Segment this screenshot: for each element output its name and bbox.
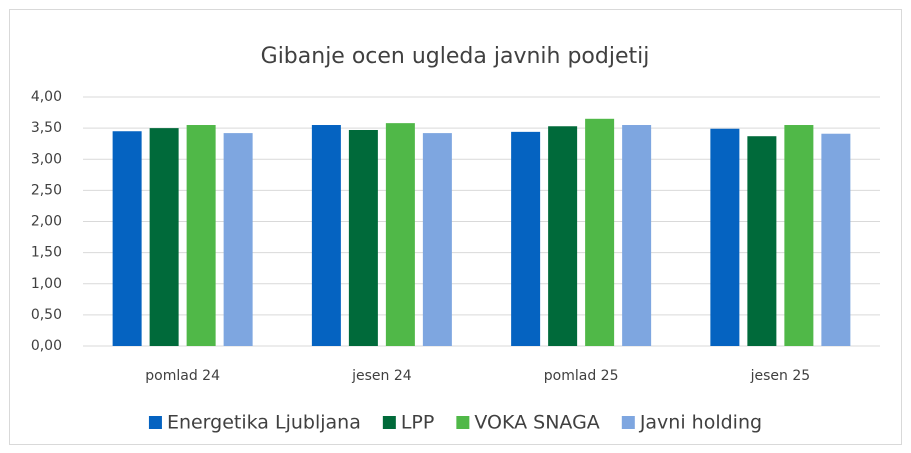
y-tick-label: 2,00: [31, 214, 62, 230]
bar: [622, 125, 652, 346]
legend-label: Javni holding: [639, 412, 762, 434]
legend-swatch: [148, 416, 162, 429]
bar: [422, 133, 452, 346]
bar: [311, 125, 341, 346]
x-tick-label: jesen 25: [750, 368, 811, 384]
bar: [784, 125, 814, 346]
y-tick-label: 2,50: [31, 182, 62, 198]
x-tick-label: pomlad 25: [544, 368, 619, 384]
x-tick-label: pomlad 24: [145, 368, 220, 384]
y-tick-label: 4,00: [31, 89, 62, 105]
bar: [548, 126, 578, 346]
bar: [112, 131, 142, 346]
bar: [747, 136, 777, 346]
y-tick-label: 1,50: [31, 245, 62, 261]
bar: [186, 125, 216, 346]
legend-swatch: [382, 416, 396, 429]
bar: [385, 123, 415, 347]
bar: [348, 129, 378, 346]
legend-swatch: [456, 416, 470, 429]
legend-swatch: [621, 416, 635, 429]
y-tick-label: 3,50: [31, 120, 62, 136]
y-tick-label: 3,00: [31, 151, 62, 167]
legend-label: LPP: [401, 412, 435, 434]
y-tick-label: 1,00: [31, 276, 62, 292]
y-tick-label: 0,00: [31, 338, 62, 354]
legend-label: Energetika Ljubljana: [167, 412, 361, 434]
bar: [511, 131, 541, 346]
bar: [223, 133, 253, 346]
x-tick-label: jesen 24: [351, 368, 412, 384]
bar: [710, 128, 740, 346]
y-tick-label: 0,50: [31, 307, 62, 323]
bar: [149, 128, 179, 346]
bar: [821, 133, 851, 346]
bar: [585, 118, 615, 346]
legend-label: VOKA SNAGA: [474, 412, 599, 434]
chart-title: Gibanje ocen ugleda javnih podjetij: [261, 44, 650, 69]
